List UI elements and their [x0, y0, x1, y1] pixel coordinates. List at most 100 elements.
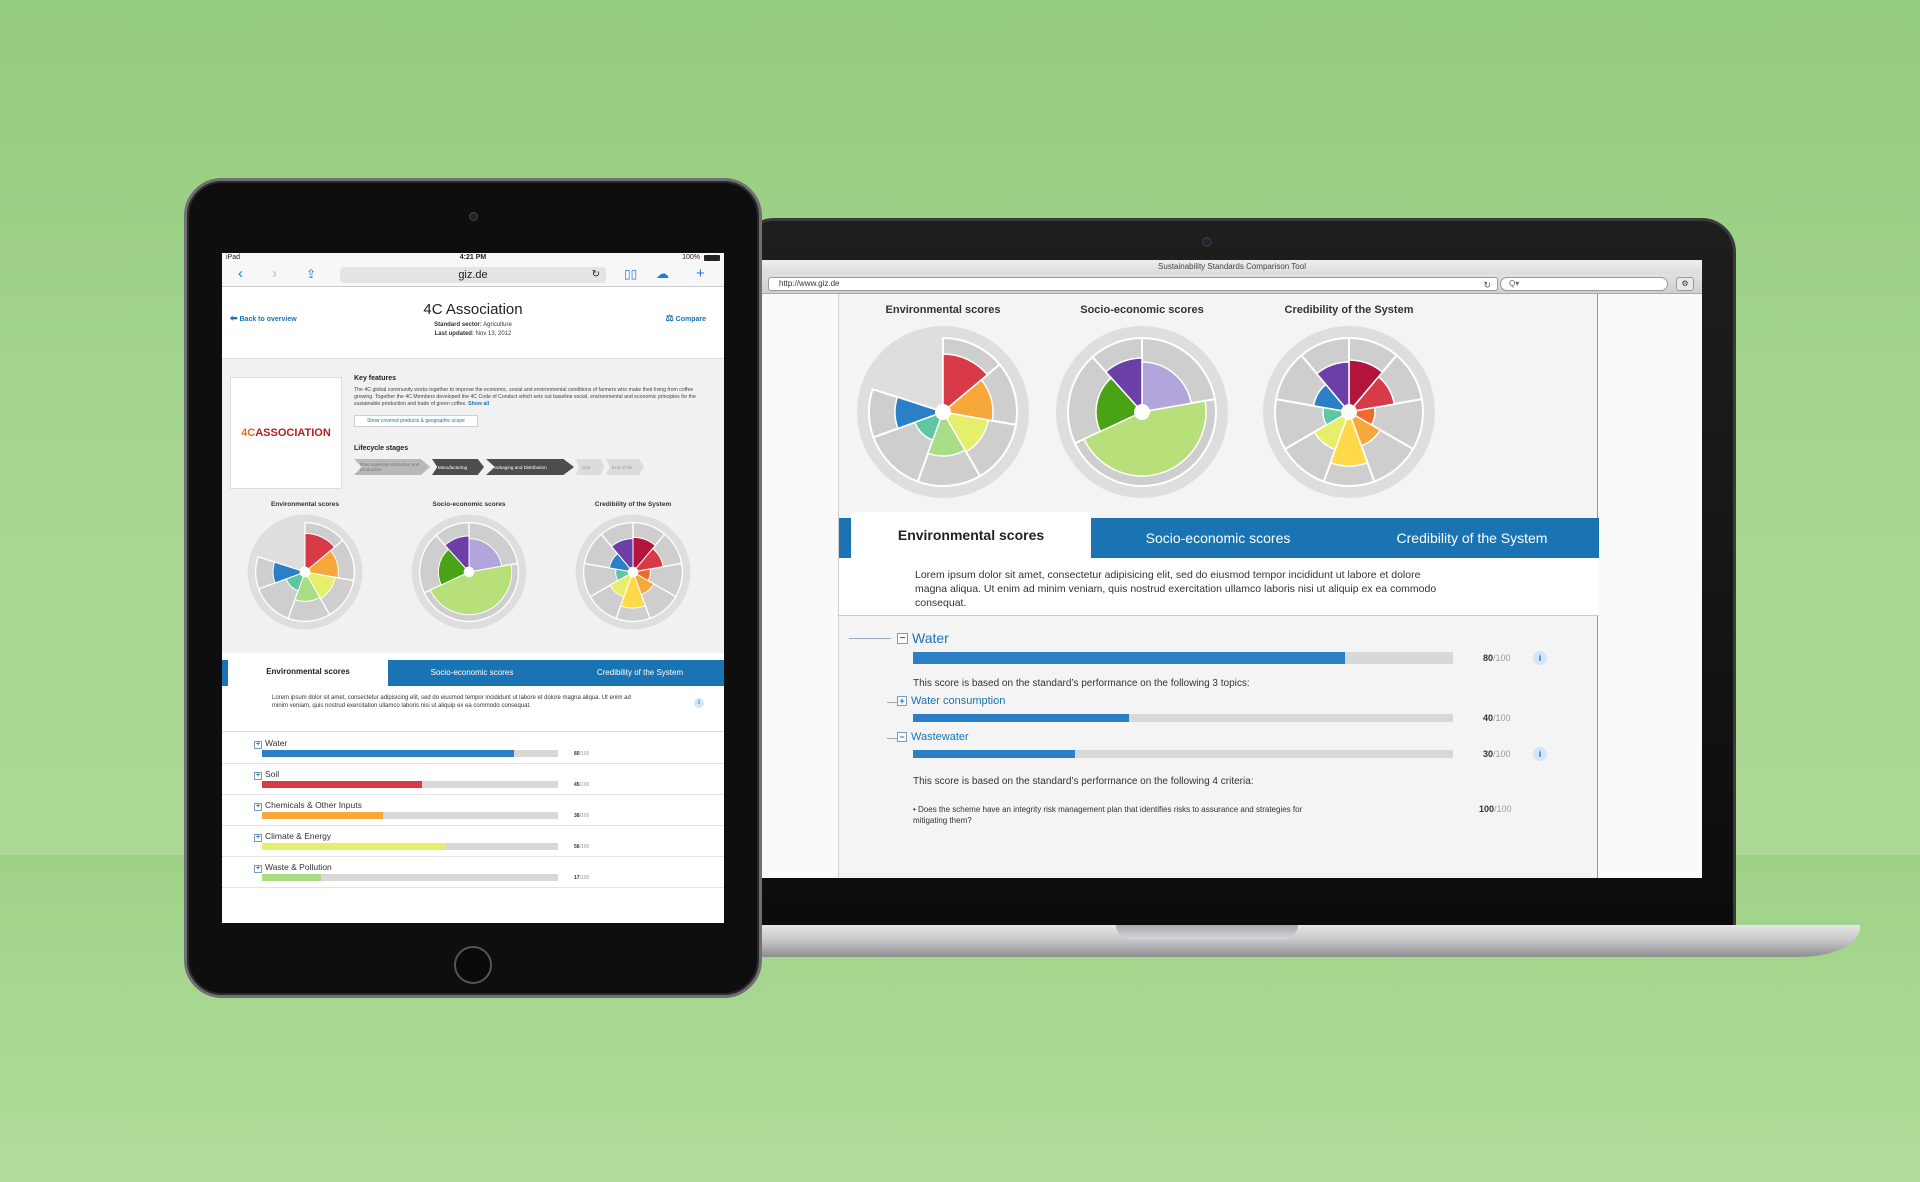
tab-credibility[interactable]: Credibility of the System: [596, 668, 684, 677]
updated-value: Nov 13, 2012: [475, 331, 512, 337]
rose-segment[interactable]: [1095, 376, 1144, 433]
score-row[interactable]: + Soil 45/100: [222, 764, 724, 795]
rose-segment[interactable]: [437, 548, 470, 586]
credibility-scores-chart[interactable]: Credibility of the System: [550, 501, 716, 632]
forward-arrow-icon[interactable]: ›: [272, 265, 277, 282]
credibility-scores-chart[interactable]: Credibility of the System: [1239, 304, 1459, 502]
rose-segment[interactable]: [941, 378, 994, 422]
collapse-icon[interactable]: −: [897, 632, 908, 644]
page-margin-left: [762, 294, 838, 878]
rose-segment[interactable]: [1329, 409, 1369, 467]
socio-economic-scores-chart[interactable]: Socio-economic scores: [1032, 304, 1252, 502]
rose-segment[interactable]: [926, 410, 967, 457]
rose-segment[interactable]: [942, 353, 989, 414]
rose-segment[interactable]: [609, 570, 634, 598]
rose-segment[interactable]: [1348, 359, 1384, 415]
rose-segment[interactable]: [1315, 361, 1350, 415]
expand-icon[interactable]: +: [254, 803, 262, 811]
environmental-scores-chart[interactable]: Environmental scores: [833, 304, 1053, 502]
share-icon[interactable]: ⇪: [306, 267, 317, 281]
compare-label: Compare: [675, 316, 706, 323]
rose-segment[interactable]: [1347, 375, 1396, 414]
reload-icon[interactable]: ↻: [591, 269, 600, 280]
score-water-consumption-bar-fill: [913, 714, 1129, 722]
score-label: Water: [265, 738, 288, 748]
score-header[interactable]: + Climate & Energy: [254, 831, 331, 842]
rose-segment[interactable]: [444, 535, 470, 574]
rose-hub: [463, 566, 475, 578]
rose-segment[interactable]: [1313, 410, 1351, 451]
lifecycle-step: Raw materials extraction and production: [354, 459, 430, 475]
score-bar: [262, 812, 558, 819]
rose-segment[interactable]: [631, 547, 664, 573]
expand-icon[interactable]: +: [897, 696, 907, 706]
info-icon[interactable]: i: [694, 698, 704, 708]
show-all-link[interactable]: Show all: [468, 401, 490, 407]
score-num: 38: [574, 813, 580, 819]
rose-segment[interactable]: [610, 538, 634, 574]
score-water-consumption-num: 40: [1483, 713, 1494, 723]
reload-icon[interactable]: ↻: [1483, 280, 1491, 290]
show-scope-button[interactable]: Show covered products & geographic scope: [354, 415, 478, 427]
score-row[interactable]: + Chemicals & Other Inputs 38/100: [222, 795, 724, 826]
status-time: 4:21 PM: [459, 254, 487, 261]
score-water-consumption[interactable]: + Water consumption: [897, 695, 1005, 707]
browser-window-title: Sustainability Standards Comparison Tool: [762, 260, 1702, 274]
compare-button[interactable]: ⚖ Compare: [666, 313, 706, 324]
info-icon[interactable]: i: [1533, 651, 1547, 665]
rose-segment[interactable]: [294, 570, 321, 602]
browser-url-field[interactable]: http://www.giz.de ↻: [768, 277, 1498, 291]
tab-environmental[interactable]: Environmental scores: [851, 512, 1091, 558]
tab-socio-economic[interactable]: Socio-economic scores: [430, 668, 514, 677]
bookmarks-icon[interactable]: ▯▯: [624, 267, 638, 281]
rose-segment[interactable]: [272, 561, 307, 584]
score-row[interactable]: + Climate & Energy 56/100: [222, 826, 724, 857]
rose-segment[interactable]: [303, 549, 339, 579]
last-updated: Last updated: Nov 13, 2012: [222, 331, 724, 337]
score-num: 45: [574, 782, 580, 788]
score-header[interactable]: + Soil: [254, 769, 279, 780]
settings-icon[interactable]: ⚙: [1676, 277, 1694, 291]
expand-icon[interactable]: +: [254, 741, 262, 749]
tab-environmental[interactable]: Environmental scores: [228, 658, 388, 686]
score-row[interactable]: + Water 80/100: [222, 733, 724, 764]
score-value: 38/100: [574, 813, 589, 819]
criterion-den: /100: [1494, 804, 1512, 814]
score-water-value: 80/100: [1483, 653, 1511, 663]
tab-socio-economic[interactable]: Socio-economic scores: [1145, 530, 1291, 546]
score-water[interactable]: − Water: [897, 630, 949, 646]
ios-url-field[interactable]: giz.de ↻: [340, 267, 606, 283]
rose-segment[interactable]: [1141, 361, 1193, 413]
score-row[interactable]: + Waste & Pollution 17/100: [222, 857, 724, 888]
rose-segment[interactable]: [1083, 400, 1207, 477]
rose-segment[interactable]: [429, 564, 513, 616]
info-icon[interactable]: i: [1533, 747, 1547, 761]
back-to-overview-link[interactable]: ⬅ Back to overview: [230, 313, 297, 324]
expand-icon[interactable]: +: [254, 865, 262, 873]
plus-icon[interactable]: +: [696, 265, 705, 282]
criterion-num: 100: [1479, 804, 1495, 814]
back-arrow-icon[interactable]: ‹: [238, 265, 243, 282]
score-wastewater[interactable]: − Wastewater: [897, 731, 969, 743]
browser-search-field[interactable]: Q▾: [1500, 277, 1668, 291]
expand-icon[interactable]: +: [254, 834, 262, 842]
tab-credibility[interactable]: Credibility of the System: [1396, 530, 1548, 546]
rose-segment[interactable]: [304, 532, 336, 574]
environmental-scores-chart[interactable]: Environmental scores: [222, 501, 388, 632]
rose-segment[interactable]: [894, 396, 946, 430]
score-header[interactable]: + Water: [254, 738, 287, 749]
tablet-home-button[interactable]: [454, 946, 492, 984]
score-header[interactable]: + Chemicals & Other Inputs: [254, 800, 362, 811]
rose-segment[interactable]: [1104, 357, 1143, 414]
rose-segment[interactable]: [632, 536, 656, 574]
expand-icon[interactable]: +: [254, 772, 262, 780]
socio-economic-scores-chart[interactable]: Socio-economic scores: [386, 501, 552, 632]
rose-segment[interactable]: [941, 410, 990, 453]
rose-segment[interactable]: [468, 538, 503, 573]
score-value: 17/100: [574, 875, 589, 881]
score-header[interactable]: + Waste & Pollution: [254, 862, 332, 873]
rose-segment[interactable]: [304, 571, 336, 600]
rose-segment[interactable]: [620, 570, 646, 609]
cloud-icon[interactable]: ☁: [656, 266, 669, 281]
collapse-icon[interactable]: −: [897, 732, 907, 742]
